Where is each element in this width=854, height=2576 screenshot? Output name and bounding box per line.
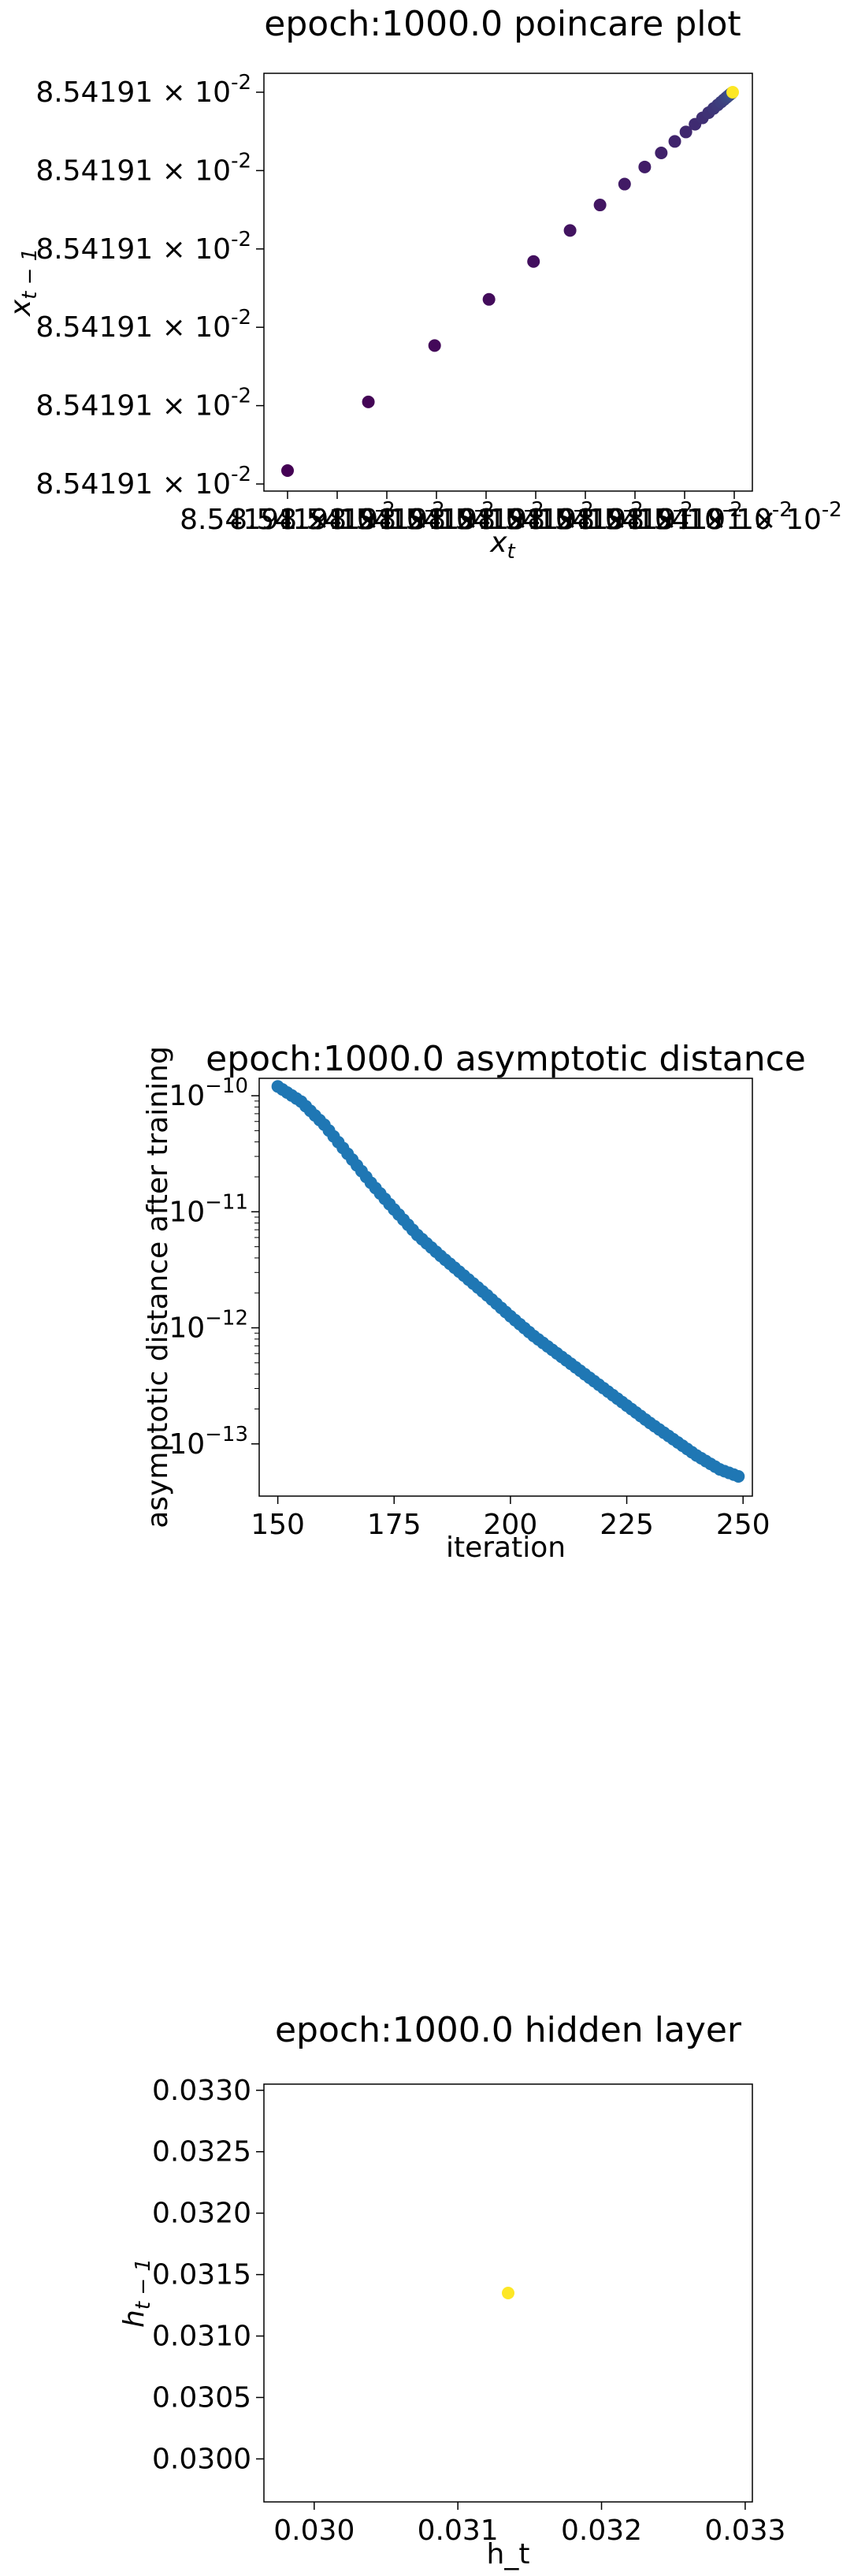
tick-label: 0.0305: [152, 2382, 251, 2414]
tick-label: 8.54191 × 10-2: [35, 149, 251, 187]
data-point: [668, 135, 681, 148]
plot-frame: [263, 2083, 753, 2503]
chart-title: epoch:1000.0 asymptotic distance: [206, 1039, 806, 1079]
x-axis-label: h_t: [487, 2538, 530, 2570]
tick-label: 10−13: [169, 1423, 248, 1461]
x-ticks: 150 175 200 225 250: [251, 1496, 770, 1541]
tick-label: 8.54191 × 10-2: [477, 498, 693, 536]
data-point: [281, 464, 294, 477]
x-ticks: 8.54191 × 10-28.54191 × 10-28.54191 × 10…: [180, 491, 842, 536]
tick-label: 0.0315: [152, 2259, 251, 2291]
svg-text:ht − 1: ht − 1: [118, 2258, 155, 2328]
data-point: [726, 86, 739, 99]
data-point: [618, 177, 631, 191]
tick-label: 0.0325: [152, 2136, 251, 2168]
tick-label: 0.0310: [152, 2321, 251, 2353]
data-point: [655, 147, 668, 160]
tick-label: 8.54191 × 10-2: [35, 463, 251, 501]
y-axis-label: ht − 1: [118, 2258, 155, 2328]
tick-label: 0.0300: [152, 2443, 251, 2475]
tick-label: 8.54191 × 10-2: [35, 306, 251, 344]
tick-label: 8.54191 × 10-2: [626, 498, 842, 536]
tick-label: 150: [251, 1509, 305, 1541]
tick-label: 0.032: [561, 2515, 642, 2547]
tick-label: 8.54191 × 10-2: [35, 71, 251, 109]
tick-label: 225: [600, 1509, 654, 1541]
tick-label: 8.54191 × 10-2: [428, 498, 644, 536]
x-ticks: 0.030 0.031 0.032 0.033: [273, 2502, 785, 2547]
y-ticks: 10−10 10−11 10−12 10−13: [169, 1074, 259, 1461]
chart-hidden-layer: epoch:1000.0 hidden layer 0.03300.03250.…: [118, 2010, 785, 2570]
tick-label: 8.54191 × 10-2: [35, 228, 251, 266]
y-ticks: 8.54191 × 10-2 8.54191 × 10-2 8.54191 × 10…: [35, 71, 264, 501]
points: [281, 86, 739, 477]
data-point: [428, 339, 441, 352]
plot-frame: [263, 73, 753, 492]
tick-label: 8.54191 × 10-2: [180, 498, 395, 536]
data-point: [502, 2287, 514, 2299]
tick-label: 8.54191 × 10-2: [577, 498, 793, 536]
data-point: [638, 160, 652, 173]
data-point: [482, 292, 496, 306]
chart-poincare: epoch:1000.0 poincare plot 8.54191 × 10-…: [5, 4, 842, 564]
y-ticks: 0.0330 0.0325 0.0320 0.0315 0.0310 0.0305 0.03…: [152, 2075, 264, 2475]
tick-label: 10−11: [169, 1190, 248, 1228]
tick-label: 10−10: [169, 1074, 248, 1112]
tick-label: 8.54191 × 10-2: [378, 498, 594, 536]
data-point: [563, 224, 577, 237]
data-point: [679, 125, 692, 139]
chart-title: epoch:1000.0 poincare plot: [264, 4, 741, 44]
tick-label: 175: [367, 1509, 421, 1541]
data-point: [362, 395, 375, 408]
tick-label: 200: [484, 1509, 538, 1541]
tick-label: 8.54191 × 10-2: [35, 385, 251, 423]
tick-label: 10−12: [169, 1307, 248, 1345]
plot-frame: [258, 1078, 753, 1497]
data-point: [732, 1469, 745, 1483]
tick-label: 0.030: [273, 2515, 355, 2547]
chart-title: epoch:1000.0 hidden layer: [275, 2010, 742, 2050]
chart-asymptotic: epoch:1000.0 asymptotic distance 10−1010…: [142, 1039, 806, 1564]
tick-label: 250: [716, 1509, 770, 1541]
x-axis-label: iteration: [446, 1532, 566, 1564]
tick-label: 0.0330: [152, 2075, 251, 2107]
tick-label: 8.54191 × 10-2: [229, 498, 445, 536]
data-point: [527, 255, 540, 268]
svg-text:xt − 1: xt − 1: [5, 248, 42, 317]
data-point: [593, 199, 607, 212]
y-axis-label: asymptotic distance after training: [142, 1046, 174, 1528]
tick-label: 8.54191 × 10-2: [527, 498, 743, 536]
tick-label: 0.033: [704, 2515, 785, 2547]
y-axis-label: xt − 1: [5, 248, 42, 317]
tick-label: 8.54191 × 10-2: [279, 498, 495, 536]
tick-label: 8.54191 × 10-2: [329, 498, 544, 536]
points: [502, 2287, 514, 2299]
tick-label: 0.031: [418, 2515, 499, 2547]
points: [271, 1080, 745, 1483]
tick-label: 0.0320: [152, 2198, 251, 2230]
